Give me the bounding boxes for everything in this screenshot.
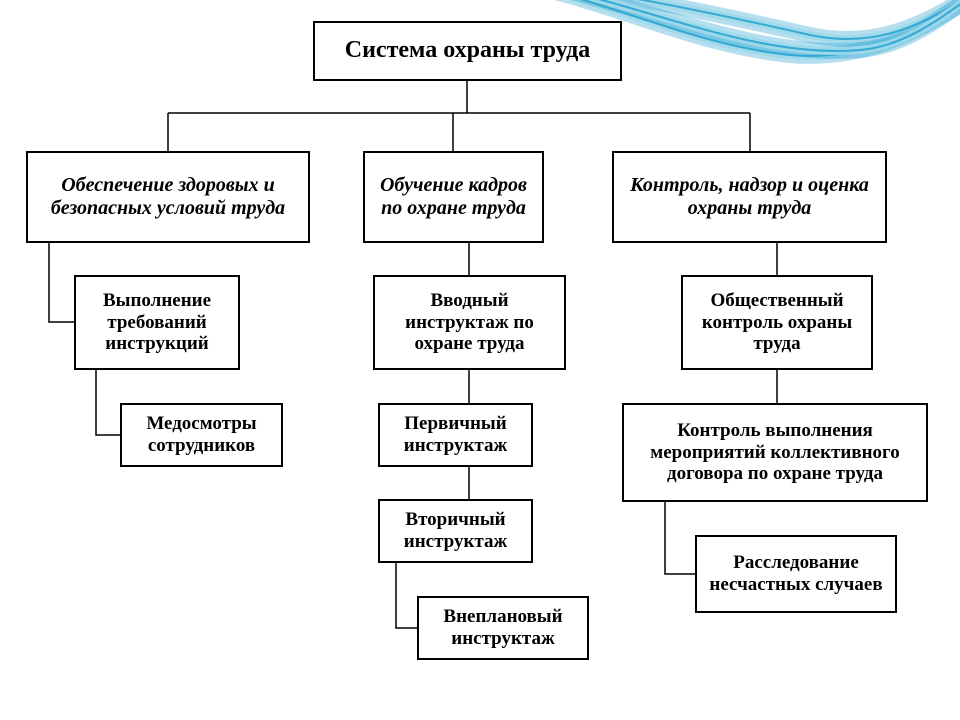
node-b1: Обеспечение здоровых и безопасных услови…: [26, 151, 310, 243]
connector-line: [665, 502, 695, 574]
node-b2a: Вводный инструктаж по охране труда: [373, 275, 566, 370]
connector-line: [396, 563, 417, 628]
diagram-canvas: Система охраны труда Обеспечение здоровых…: [0, 0, 960, 720]
node-b2: Обучение кадров по охране труда: [363, 151, 544, 243]
node-b1b: Медосмотры сотрудников: [120, 403, 283, 467]
connector-line: [49, 243, 74, 322]
node-b3: Контроль, надзор и оценка охраны труда: [612, 151, 887, 243]
node-b3b: Контроль выполнения мероприятий коллекти…: [622, 403, 928, 502]
node-b2d: Внеплановый инструктаж: [417, 596, 589, 660]
node-root: Система охраны труда: [313, 21, 622, 81]
node-b3a: Общественный контроль охраны труда: [681, 275, 873, 370]
node-b3c: Расследование несчастных случаев: [695, 535, 897, 613]
node-b1a: Выполнение требований инструкций: [74, 275, 240, 370]
node-b2b: Первичный инструктаж: [378, 403, 533, 467]
connector-line: [96, 370, 120, 435]
node-b2c: Вторичный инструктаж: [378, 499, 533, 563]
